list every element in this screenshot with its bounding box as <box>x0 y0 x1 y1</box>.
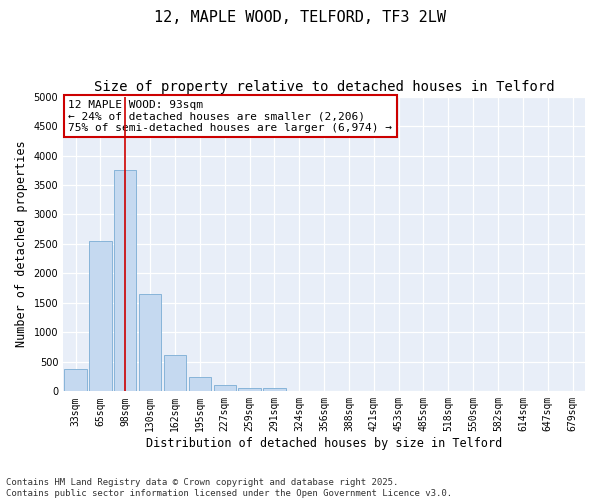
Bar <box>214 386 236 392</box>
Bar <box>188 377 211 392</box>
Bar <box>64 369 87 392</box>
Text: 12, MAPLE WOOD, TELFORD, TF3 2LW: 12, MAPLE WOOD, TELFORD, TF3 2LW <box>154 10 446 25</box>
Text: Contains HM Land Registry data © Crown copyright and database right 2025.
Contai: Contains HM Land Registry data © Crown c… <box>6 478 452 498</box>
X-axis label: Distribution of detached houses by size in Telford: Distribution of detached houses by size … <box>146 437 502 450</box>
Bar <box>89 241 112 392</box>
Title: Size of property relative to detached houses in Telford: Size of property relative to detached ho… <box>94 80 554 94</box>
Y-axis label: Number of detached properties: Number of detached properties <box>15 140 28 348</box>
Bar <box>164 355 186 392</box>
Bar <box>139 294 161 392</box>
Bar <box>238 388 261 392</box>
Bar <box>114 170 136 392</box>
Bar <box>263 388 286 392</box>
Text: 12 MAPLE WOOD: 93sqm
← 24% of detached houses are smaller (2,206)
75% of semi-de: 12 MAPLE WOOD: 93sqm ← 24% of detached h… <box>68 100 392 132</box>
